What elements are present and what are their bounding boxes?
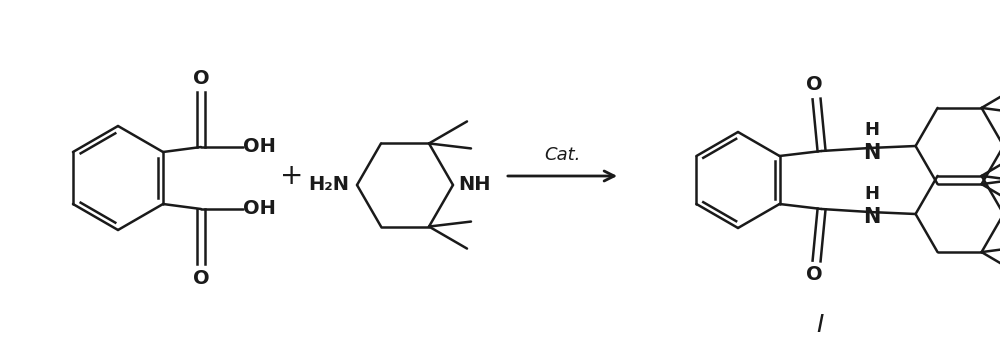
Text: I: I [816,313,824,337]
Text: Cat.: Cat. [544,146,580,164]
Text: H: H [864,185,879,203]
Text: OH: OH [243,200,275,219]
Text: N: N [863,207,880,227]
Text: NH: NH [459,176,491,195]
Text: O: O [806,75,823,94]
Text: OH: OH [243,138,275,157]
Text: O: O [193,269,209,288]
Text: N: N [863,143,880,163]
Text: O: O [193,69,209,88]
Text: +: + [280,162,304,190]
Text: H₂N: H₂N [308,176,350,195]
Text: H: H [864,121,879,139]
Text: O: O [806,265,823,284]
